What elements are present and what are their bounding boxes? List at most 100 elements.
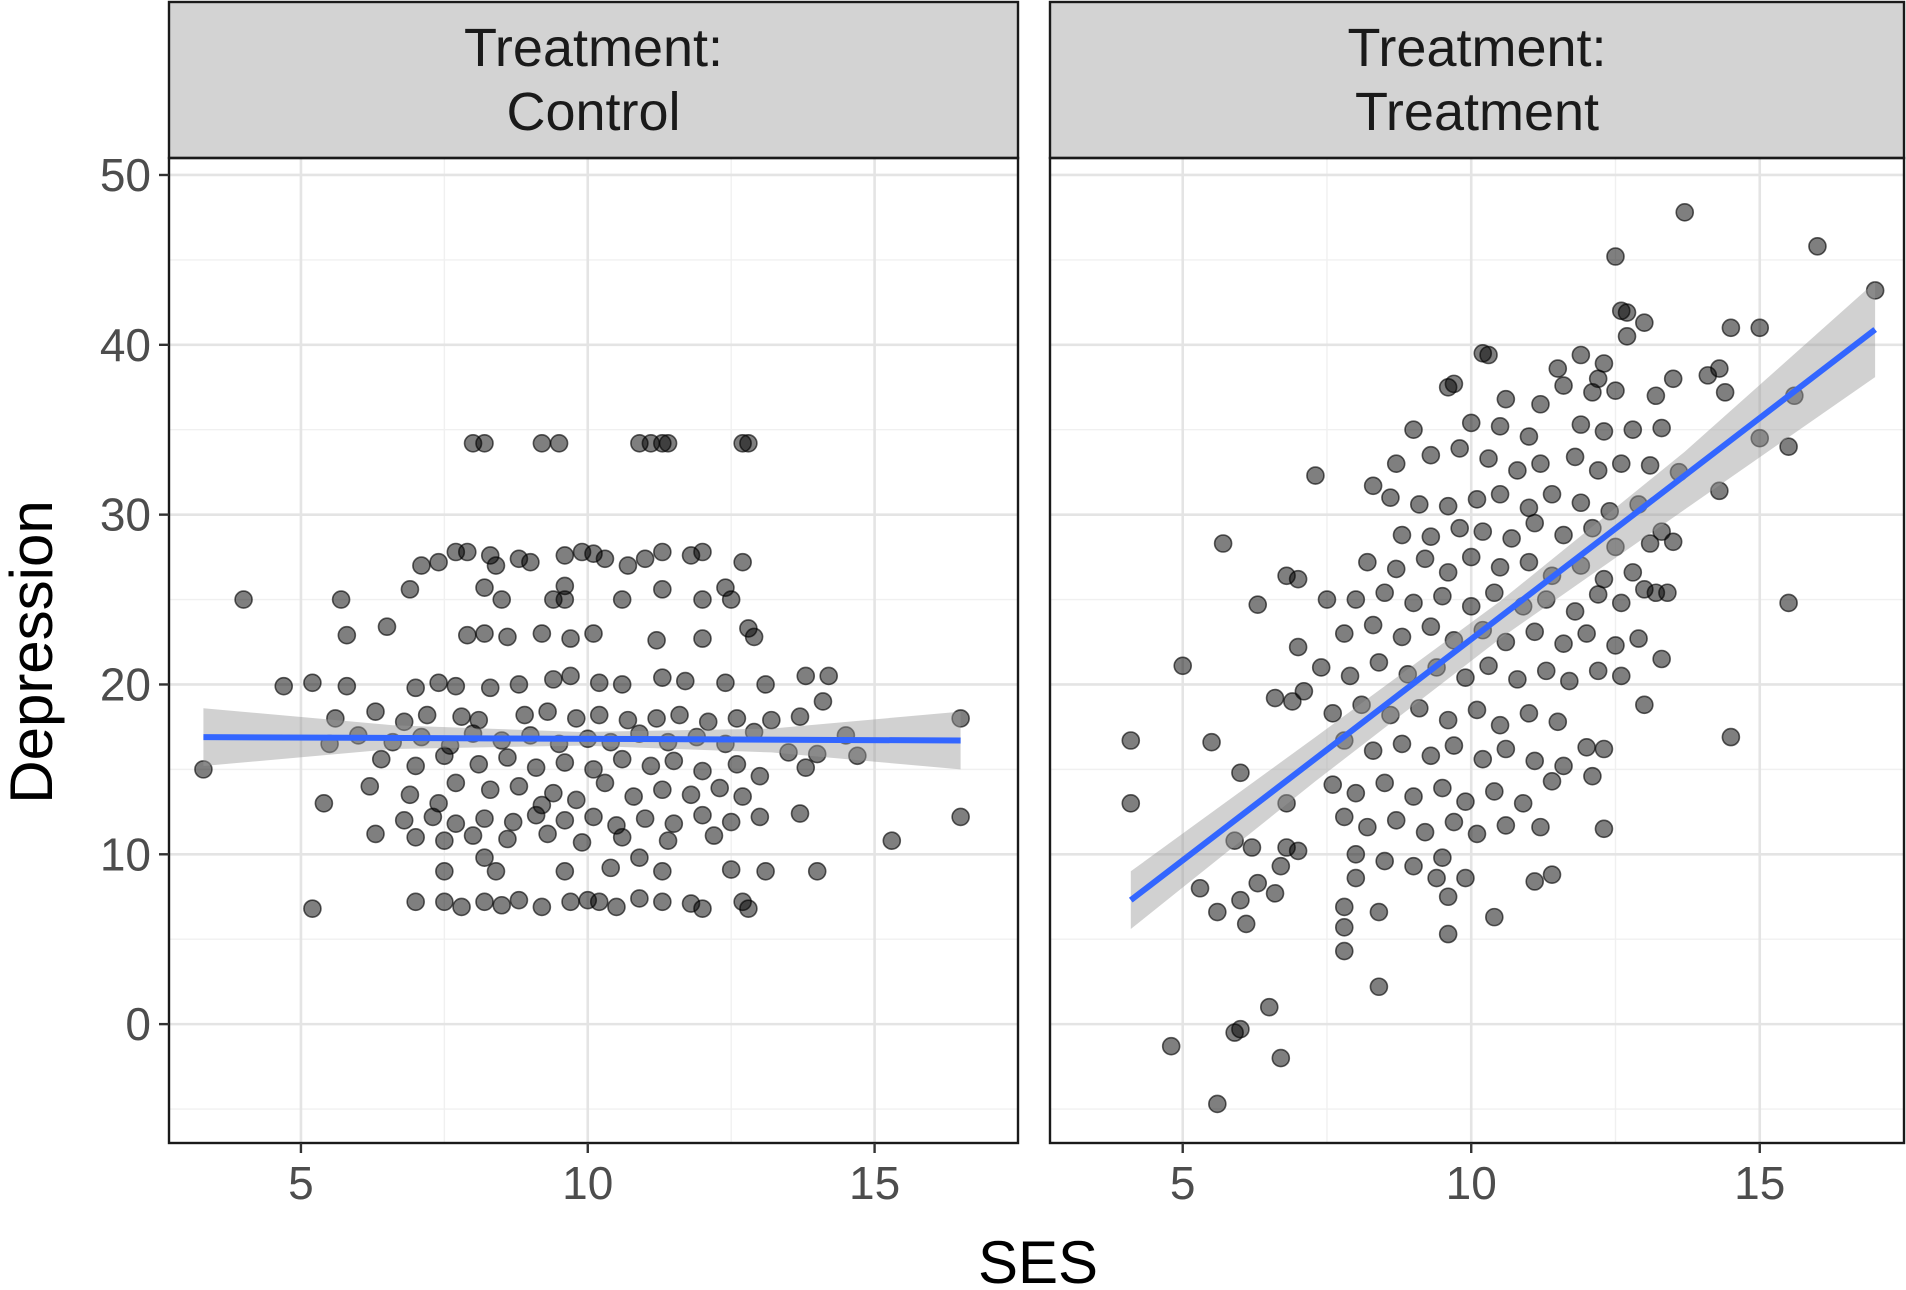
- data-point: [1346, 590, 1366, 609]
- data-point: [1548, 712, 1568, 732]
- data-point: [475, 809, 494, 828]
- data-point: [412, 556, 431, 575]
- data-point: [1554, 376, 1573, 395]
- data-point: [515, 705, 534, 725]
- data-point: [1334, 807, 1354, 827]
- data-points: [194, 203, 1885, 1114]
- data-point: [555, 753, 575, 772]
- data-point: [366, 824, 385, 844]
- data-point: [1611, 666, 1631, 686]
- data-point: [503, 812, 523, 832]
- data-point: [532, 434, 552, 453]
- data-point: [538, 702, 557, 721]
- x-tick-label: 15: [849, 1157, 900, 1209]
- data-point: [1571, 493, 1591, 513]
- data-point: [1554, 634, 1573, 654]
- data-point: [1560, 671, 1579, 691]
- data-point: [366, 702, 385, 721]
- data-point: [1571, 345, 1591, 365]
- data-point: [756, 675, 775, 694]
- data-point: [1248, 595, 1268, 614]
- data-point: [624, 787, 643, 806]
- x-tick-label: 10: [562, 1157, 613, 1209]
- data-point: [612, 675, 632, 694]
- data-point: [1594, 569, 1614, 589]
- data-point: [1323, 775, 1343, 794]
- data-point: [756, 861, 775, 881]
- data-point: [194, 760, 213, 779]
- data-point: [727, 754, 747, 774]
- data-point: [555, 546, 575, 565]
- data-point: [1663, 532, 1683, 552]
- data-point: [1306, 466, 1325, 485]
- data-point: [538, 824, 557, 844]
- data-point: [1479, 449, 1498, 468]
- data-point: [1525, 751, 1545, 771]
- data-point: [693, 805, 712, 825]
- data-point: [744, 627, 764, 647]
- data-point: [1502, 529, 1521, 548]
- data-point: [1490, 557, 1510, 577]
- data-point: [566, 790, 586, 810]
- data-point: [1611, 454, 1631, 473]
- data-point: [1121, 794, 1141, 813]
- data-point: [951, 709, 970, 728]
- data-point: [779, 743, 798, 762]
- data-point: [670, 705, 689, 725]
- data-point: [1288, 569, 1308, 589]
- data-point: [1496, 389, 1516, 409]
- data-point: [1363, 615, 1383, 635]
- facet-strip-label: Treatment: [1355, 82, 1599, 142]
- data-point: [400, 580, 420, 599]
- data-point: [1450, 518, 1469, 538]
- x-tick-label: 15: [1734, 1157, 1785, 1209]
- data-point: [1698, 366, 1718, 385]
- data-point: [595, 773, 615, 793]
- data-point: [1375, 851, 1394, 871]
- data-point: [435, 746, 454, 766]
- confidence-band: [1130, 282, 1876, 929]
- data-point: [1283, 692, 1302, 711]
- data-point: [1577, 624, 1596, 643]
- data-point: [429, 552, 448, 572]
- data-point: [1467, 490, 1487, 509]
- data-point: [653, 542, 672, 562]
- data-point: [1334, 624, 1354, 643]
- data-point: [1611, 593, 1631, 613]
- data-point: [1629, 629, 1648, 648]
- data-point: [572, 833, 592, 852]
- facet-strip-label: Control: [506, 82, 680, 142]
- data-point: [1508, 670, 1527, 689]
- facet-strip-label: Treatment:: [464, 18, 723, 78]
- data-point: [480, 678, 500, 698]
- data-point: [1479, 345, 1498, 365]
- data-point: [727, 709, 747, 728]
- panel-border: [1048, 156, 1906, 1145]
- data-point: [555, 576, 575, 596]
- data-point: [303, 899, 322, 918]
- data-point: [1433, 848, 1452, 867]
- data-point: [475, 624, 494, 643]
- data-point: [807, 861, 827, 881]
- data-point: [589, 705, 609, 725]
- data-point: [521, 552, 540, 572]
- data-point: [1421, 746, 1441, 766]
- data-point: [589, 673, 609, 693]
- y-axis-title: Depression: [0, 500, 65, 804]
- data-point: [635, 809, 655, 828]
- data-point: [1715, 383, 1735, 402]
- data-point: [1438, 496, 1458, 516]
- data-point: [394, 811, 414, 830]
- data-point: [704, 826, 724, 845]
- data-point: [1404, 856, 1423, 876]
- data-point: [653, 668, 672, 687]
- data-point: [1421, 617, 1441, 637]
- data-point: [1369, 653, 1389, 672]
- data-point: [1225, 1023, 1244, 1042]
- data-point: [377, 617, 397, 637]
- data-point: [951, 807, 970, 827]
- data-point: [498, 829, 517, 849]
- axes: 5 10 15 0 10 20 30 40 50 5 10 15: [100, 149, 1786, 1209]
- data-point: [1531, 394, 1550, 414]
- data-point: [618, 556, 638, 575]
